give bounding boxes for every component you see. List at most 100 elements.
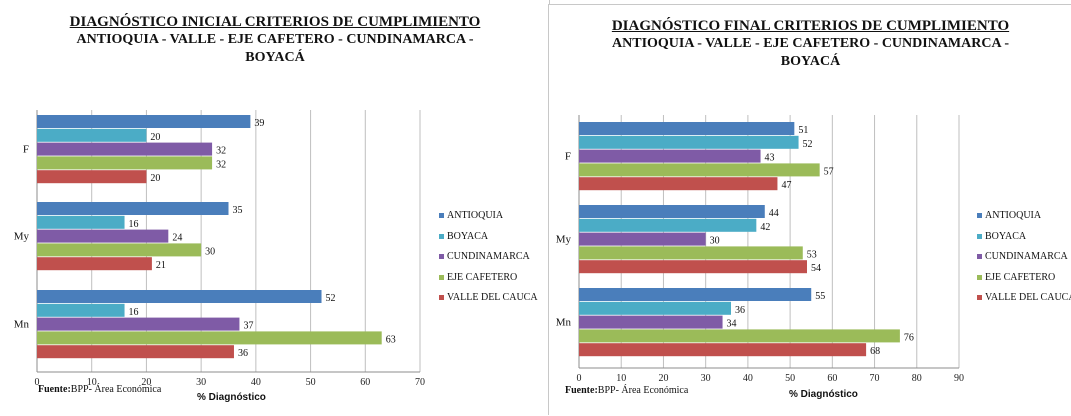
chart-panel-final: DIAGNÓSTICO FINAL CRITERIOS DE CUMPLIMIE… xyxy=(548,4,1071,415)
x-tick-label: 80 xyxy=(912,373,922,384)
legend-swatch xyxy=(977,233,982,239)
data-label: 36 xyxy=(735,305,745,316)
bar xyxy=(579,232,706,246)
legend-item: VALLE DEL CAUCA xyxy=(977,291,1071,304)
x-tick-label: 50 xyxy=(306,377,316,388)
category-label: Mn xyxy=(14,319,30,331)
x-tick-label: 10 xyxy=(616,373,626,384)
bar xyxy=(579,163,820,177)
x-tick-label: 60 xyxy=(827,373,837,384)
data-label: 24 xyxy=(172,233,182,244)
bar xyxy=(579,315,723,329)
chart-subtitle-line2: BOYACÁ xyxy=(780,54,841,69)
data-label: 76 xyxy=(904,332,914,343)
legend-label: CUNDINAMARCA xyxy=(985,251,1068,262)
legend-label: EJE CAFETERO xyxy=(985,271,1056,283)
legend-label: VALLE DEL CAUCA xyxy=(985,292,1071,303)
x-tick-label: 70 xyxy=(415,377,425,388)
data-label: 21 xyxy=(156,260,166,271)
bar xyxy=(37,215,125,229)
legend-label: ANTIOQUIA xyxy=(447,210,504,221)
bar xyxy=(37,290,322,303)
legend-item: BOYACA xyxy=(439,230,538,243)
x-tick-label: 0 xyxy=(577,373,582,384)
legend-swatch xyxy=(439,213,444,218)
x-tick-label: 20 xyxy=(141,377,151,388)
x-tick-label: 60 xyxy=(360,377,370,388)
data-label: 32 xyxy=(216,146,226,157)
category-label: Mn xyxy=(556,317,572,329)
data-label: 30 xyxy=(205,246,215,257)
bar xyxy=(579,149,761,163)
x-tick-label: 40 xyxy=(743,373,753,384)
data-label: 36 xyxy=(238,348,248,359)
category-label: F xyxy=(23,144,29,156)
data-label: 16 xyxy=(129,307,139,318)
data-label: 63 xyxy=(386,334,396,345)
bar xyxy=(579,246,803,260)
data-label: 43 xyxy=(765,153,775,164)
bar xyxy=(579,260,807,274)
legend-label: ANTIOQUIA xyxy=(985,210,1042,221)
chart-subtitle-line2: BOYACÁ xyxy=(245,50,305,65)
x-tick-label: 30 xyxy=(196,377,206,388)
bar xyxy=(37,345,234,359)
legend-label: EJE CAFETERO xyxy=(447,271,518,283)
data-label: 68 xyxy=(870,346,880,357)
source-text: BPP- Área Económica xyxy=(597,385,689,396)
chart-title: DIAGNÓSTICO INICIAL CRITERIOS DE CUMPLIM… xyxy=(69,14,481,30)
bar-chart-initial: 0 10 20 30 40 50 60 70 39 20 32 32 20 F 35 16 24 30 21 My 52… xyxy=(14,110,425,388)
legend-swatch xyxy=(439,254,444,259)
bar xyxy=(37,317,240,331)
legend-item: EJE CAFETERO xyxy=(439,271,538,284)
bar xyxy=(579,329,900,343)
legend-item: CUNDINAMARCA xyxy=(977,250,1071,263)
bar xyxy=(37,331,382,345)
bar xyxy=(37,243,202,257)
data-label: 35 xyxy=(233,205,243,216)
bar-chart-final: 0 10 20 30 40 50 60 70 80 90 51 52 43 57 47 F 44 42 30 53 54… xyxy=(556,115,964,384)
bar xyxy=(579,177,778,191)
chart-subtitle-line1: ANTIOQUIA - VALLE - EJE CAFETERO - CUNDI… xyxy=(612,36,1009,51)
x-tick-label: 90 xyxy=(954,373,964,384)
x-tick-label: 40 xyxy=(251,377,261,388)
data-label: 20 xyxy=(150,173,160,184)
category-label: F xyxy=(565,151,571,163)
category-label: My xyxy=(14,231,30,243)
bar xyxy=(579,343,867,357)
chart-title-block: DIAGNÓSTICO INICIAL CRITERIOS DE CUMPLIM… xyxy=(0,13,550,67)
legend-label: BOYACA xyxy=(447,230,489,242)
source-note: Fuente:BPP- Área Económica xyxy=(38,384,161,395)
source-label: Fuente: xyxy=(38,384,71,395)
legend-swatch xyxy=(439,233,444,239)
chart-legend: ANTIOQUIA BOYACA CUNDINAMARCA EJE CAFETERO V… xyxy=(977,209,1071,312)
data-label: 34 xyxy=(727,319,737,330)
bar xyxy=(37,229,169,243)
legend-swatch xyxy=(439,274,444,280)
chart-title-block: DIAGNÓSTICO FINAL CRITERIOS DE CUMPLIMIE… xyxy=(549,17,1071,71)
data-label: 16 xyxy=(129,219,139,230)
legend-item: EJE CAFETERO xyxy=(977,271,1071,284)
legend-swatch xyxy=(977,295,982,300)
bar xyxy=(37,257,152,271)
x-tick-label: 30 xyxy=(701,373,711,384)
bar xyxy=(579,205,765,218)
legend-item: BOYACA xyxy=(977,230,1071,243)
legend-item: CUNDINAMARCA xyxy=(439,250,538,263)
legend-item: ANTIOQUIA xyxy=(977,209,1071,222)
bar xyxy=(37,142,213,156)
bar xyxy=(37,202,229,215)
bar xyxy=(37,115,251,128)
bar xyxy=(579,301,731,315)
x-tick-label: 10 xyxy=(87,377,97,388)
data-label: 52 xyxy=(326,293,336,304)
data-label: 52 xyxy=(803,139,813,150)
bar xyxy=(579,135,799,149)
legend-swatch xyxy=(977,274,982,280)
legend-swatch xyxy=(977,254,982,259)
legend-item: VALLE DEL CAUCA xyxy=(439,291,538,304)
data-label: 42 xyxy=(760,222,770,233)
chart-panel-initial: DIAGNÓSTICO INICIAL CRITERIOS DE CUMPLIM… xyxy=(0,0,550,415)
source-text: BPP- Área Económica xyxy=(70,384,162,395)
data-label: 44 xyxy=(769,208,779,219)
